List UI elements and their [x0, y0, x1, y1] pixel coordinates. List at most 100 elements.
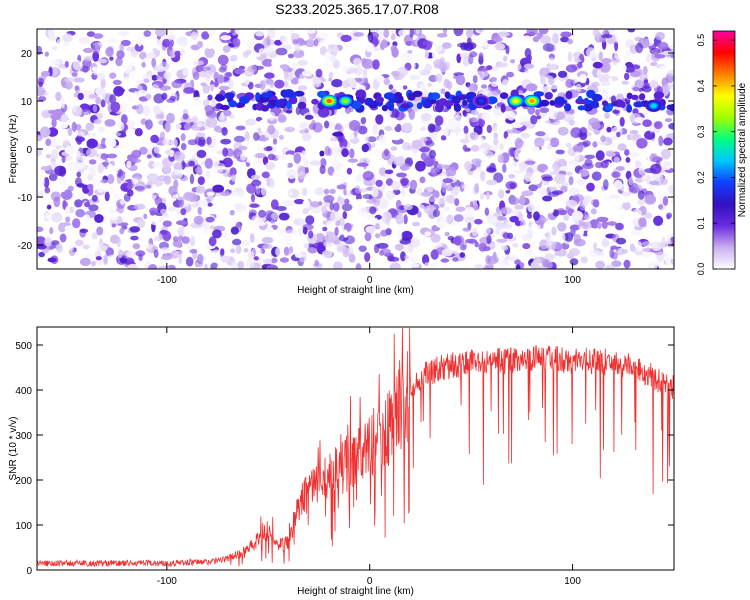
noise-blob [168, 206, 176, 212]
noise-blob [37, 226, 44, 233]
noise-blob [497, 215, 506, 221]
noise-blob [266, 175, 271, 187]
noise-blob [612, 202, 620, 212]
noise-blob [644, 194, 657, 205]
noise-blob [411, 263, 420, 268]
noise-blob [636, 241, 643, 252]
heatmap-xtick-label: 100 [564, 275, 581, 286]
band-blob [669, 103, 674, 112]
noise-blob [390, 45, 397, 53]
noise-blob [454, 125, 460, 136]
noise-blob [74, 199, 83, 208]
noise-blob [563, 214, 570, 221]
noise-blob [475, 160, 481, 168]
noise-blob [455, 206, 466, 212]
noise-blob [155, 75, 165, 81]
noise-blob [257, 127, 262, 133]
noise-blob [328, 77, 333, 82]
noise-blob [418, 146, 430, 153]
noise-blob [361, 57, 367, 65]
noise-blob [146, 154, 152, 159]
noise-blob [542, 43, 555, 52]
noise-blob [396, 172, 407, 178]
noise-blob [623, 225, 631, 232]
noise-blob [440, 135, 447, 141]
noise-blob [384, 148, 389, 157]
band-blob [499, 92, 509, 99]
noise-blob [391, 58, 397, 66]
noise-blob [321, 250, 333, 259]
noise-blob [162, 138, 171, 146]
noise-blob [464, 216, 476, 223]
noise-blob [74, 85, 80, 91]
noise-blob [284, 69, 289, 80]
noise-blob [275, 47, 288, 56]
band-blob [539, 99, 550, 107]
noise-blob [409, 179, 418, 190]
noise-blob [275, 246, 284, 257]
noise-blob [573, 238, 586, 247]
noise-blob [528, 249, 533, 255]
noise-blob [662, 50, 673, 55]
hotspot-3 [513, 99, 519, 103]
noise-blob [149, 207, 158, 215]
noise-blob [349, 131, 355, 140]
noise-blob [389, 262, 401, 269]
noise-blob [51, 212, 63, 223]
noise-blob [173, 250, 184, 257]
noise-blob [53, 196, 61, 208]
noise-blob [446, 214, 454, 225]
band-blob [577, 105, 586, 111]
noise-blob [48, 173, 58, 182]
noise-blob [428, 196, 438, 203]
noise-blob [83, 56, 94, 62]
noise-blob [323, 188, 330, 195]
noise-blob [375, 233, 381, 239]
noise-blob [160, 255, 173, 260]
noise-blob [330, 137, 339, 142]
noise-blob [109, 56, 114, 61]
noise-blob [541, 259, 553, 269]
noise-blob [79, 257, 91, 267]
noise-blob [665, 255, 671, 266]
noise-blob [89, 166, 97, 178]
noise-blob [578, 168, 590, 177]
band-blob [653, 91, 665, 99]
noise-blob [480, 170, 486, 182]
noise-blob [297, 60, 308, 66]
noise-blob [592, 29, 600, 38]
noise-blob [373, 149, 382, 156]
noise-blob [526, 54, 532, 62]
noise-blob [332, 150, 341, 159]
noise-blob [263, 78, 272, 86]
noise-blob [575, 83, 582, 93]
hotspot-2 [342, 99, 349, 103]
noise-blob [484, 41, 489, 48]
noise-blob [62, 199, 67, 210]
noise-blob [332, 170, 344, 177]
noise-blob [220, 255, 231, 263]
noise-blob [95, 256, 102, 261]
noise-blob [468, 117, 473, 123]
noise-blob [590, 208, 597, 215]
noise-blob [649, 153, 658, 163]
noise-blob [238, 145, 248, 151]
noise-blob [522, 110, 528, 119]
noise-blob [603, 179, 609, 190]
noise-blob [322, 226, 328, 232]
noise-blob [182, 113, 189, 120]
noise-blob [115, 57, 123, 67]
noise-blob [314, 187, 325, 196]
noise-blob [669, 197, 674, 204]
noise-blob [353, 57, 362, 66]
noise-blob [97, 58, 108, 64]
noise-blob [275, 206, 287, 211]
noise-blob [389, 108, 400, 119]
noise-blob [515, 230, 524, 239]
noise-blob [62, 140, 70, 147]
noise-blob [649, 80, 659, 89]
noise-blob [79, 228, 89, 233]
noise-blob [73, 77, 85, 83]
noise-blob [113, 86, 124, 97]
noise-blob [89, 130, 95, 138]
